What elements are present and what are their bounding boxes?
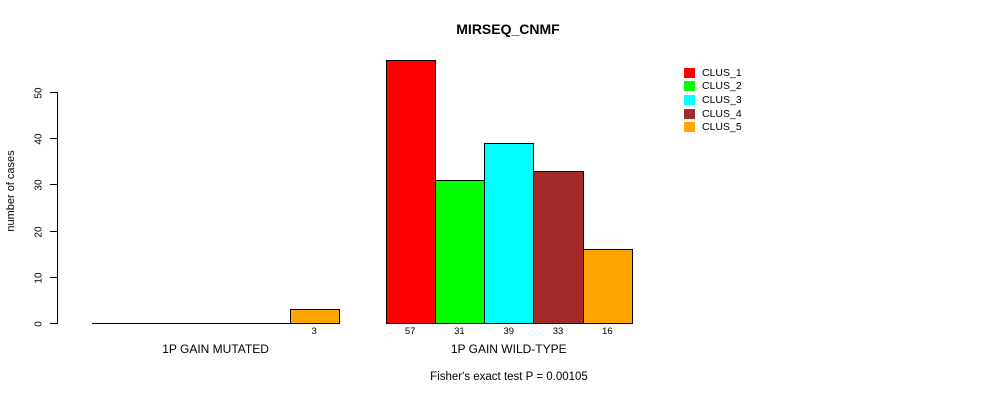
y-axis-tick-label: 40 [33,133,45,145]
y-axis-label: number of cases [5,150,17,232]
legend-label: CLUS_2 [702,80,742,93]
legend-row: CLUS_5 [684,120,742,134]
bar-value-label: 57 [404,326,416,337]
y-axis-tick-label: 50 [33,87,45,99]
y-axis-line [57,92,58,324]
legend-row: CLUS_1 [684,66,742,80]
legend-label: CLUS_5 [702,121,742,134]
legend-swatch-icon [684,67,695,78]
bar-value-label: 16 [602,326,613,337]
legend-swatch-icon [684,81,695,92]
legend-row: CLUS_3 [684,93,742,107]
x-group-label: 1P GAIN MUTATED [162,342,269,356]
legend-label: CLUS_4 [702,107,742,120]
bar-value-label: 39 [503,326,515,337]
bar [582,249,633,324]
legend: CLUS_1 CLUS_2 CLUS_3 CLUS_4 CLUS_5 [684,66,742,134]
bar-zero [141,323,192,324]
legend-label: CLUS_3 [702,93,742,106]
legend-swatch-icon [684,122,695,133]
y-axis-tick [50,230,57,232]
y-axis-tick-label: 20 [33,226,45,238]
bar-value-label: 3 [311,326,317,337]
y-axis-tick [50,138,57,140]
bar [533,170,584,324]
y-axis-tick [50,276,57,278]
chart-title: MIRSEQ_CNMF [456,21,560,37]
bar-value-label: 31 [454,326,465,337]
bar [434,179,486,324]
y-axis-tick-label: 30 [33,179,45,191]
y-axis-tick [50,92,57,93]
legend-row: CLUS_4 [684,107,742,121]
bar-zero [92,323,143,324]
legend-row: CLUS_2 [684,80,742,94]
legend-swatch-icon [684,94,695,105]
bar-value-label: 33 [552,326,564,337]
bar [289,309,340,324]
bar [484,142,535,324]
y-axis-tick-label: 0 [33,321,45,327]
bar-zero [240,323,291,324]
y-axis-tick-label: 10 [33,272,45,284]
bar [385,59,436,324]
legend-label: CLUS_1 [702,66,742,79]
legend-swatch-icon [684,108,695,119]
y-axis-tick [50,184,57,186]
y-axis-tick [50,323,57,324]
annotation-text: Fisher's exact test P = 0.00105 [430,371,588,383]
x-group-label: 1P GAIN WILD-TYPE [450,342,567,356]
bar-zero [190,323,242,324]
